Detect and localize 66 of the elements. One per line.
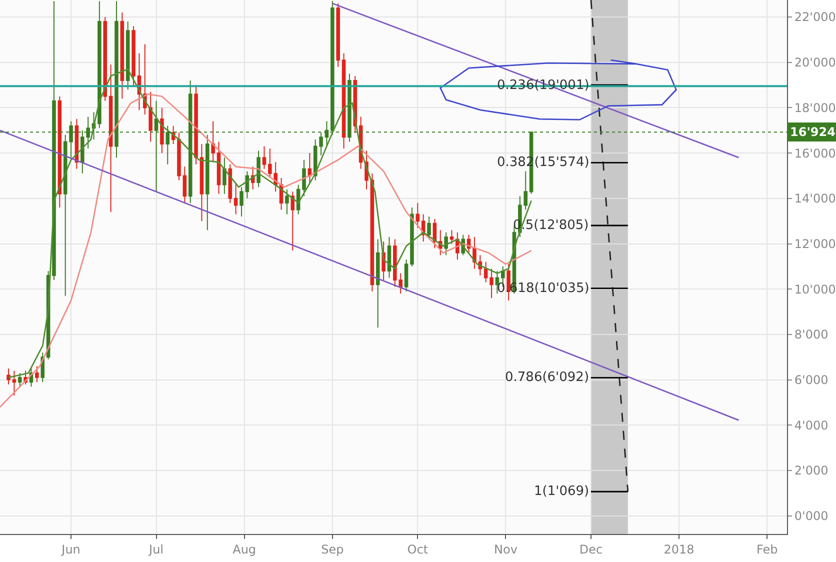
candlestick: [108, 64, 113, 213]
y-tick-label: 14'000: [794, 192, 836, 206]
candlestick: [228, 164, 232, 204]
candlestick: [12, 370, 16, 396]
candlestick: [216, 141, 221, 194]
x-tick-label: 2018: [664, 542, 694, 556]
y-tick-label: 16'000: [794, 146, 836, 160]
candlestick: [234, 182, 238, 215]
candlestick: [336, 2, 340, 68]
x-tick-label: Feb: [756, 542, 778, 556]
x-tick-label: Sep: [321, 542, 344, 556]
candlestick: [444, 232, 448, 256]
candlestick: [177, 132, 181, 181]
y-tick-label: 0'000: [794, 509, 828, 524]
x-tick-label: Jun: [60, 542, 80, 556]
candlestick: [194, 84, 198, 165]
candlestick: [200, 143, 204, 222]
line-series: [440, 59, 677, 120]
y-tick-label: 12'000: [794, 236, 836, 251]
candlestick: [126, 21, 130, 90]
candlestick: [222, 157, 226, 194]
candlestick: [376, 238, 380, 328]
candlestick: [160, 107, 164, 154]
candlestick: [302, 159, 306, 197]
candlestick: [35, 366, 39, 383]
y-tick-label: 8'000: [794, 328, 828, 342]
y-tick-label: 10'000: [794, 282, 836, 296]
candlestick: [211, 120, 215, 163]
candlestick: [245, 170, 250, 199]
candlestick: [240, 186, 244, 218]
candlestick: [148, 91, 152, 142]
x-tick-label: Nov: [494, 542, 518, 556]
y-tick-label: 2'000: [794, 464, 828, 478]
candlestick: [484, 261, 488, 283]
candlestick: [120, 12, 124, 100]
candlestick: [6, 368, 10, 385]
candlestick: [416, 202, 420, 228]
x-tick-label: Jul: [148, 542, 164, 556]
x-tick-label: Oct: [407, 542, 428, 556]
candlestick: [387, 236, 392, 278]
y-tick-label: 4'000: [794, 418, 828, 432]
candlestick: [472, 236, 476, 270]
ref-line-label: 16'924: [790, 125, 836, 139]
y-tick-label: 18'000: [794, 100, 836, 115]
candlestick: [182, 166, 187, 204]
candlestick: [103, 16, 108, 102]
candlestick: [132, 26, 136, 86]
candlestick: [285, 188, 289, 215]
y-tick-label: 6'000: [794, 373, 828, 388]
candlestick: [18, 372, 22, 388]
x-tick-label: Aug: [232, 542, 256, 556]
candlestick: [290, 191, 295, 252]
annotation: 0.786(6'092): [505, 370, 590, 385]
candlestick: [262, 146, 266, 170]
candlestick: [63, 134, 68, 296]
candlestick: [490, 268, 494, 299]
candlestick: [410, 206, 414, 267]
y-tick-label: 20'000: [794, 56, 836, 70]
candlestick: [308, 152, 312, 184]
candlestick: [450, 230, 454, 244]
x-tick-label: Dec: [579, 542, 603, 556]
candlestick: [98, 0, 102, 129]
candlestick: [206, 134, 210, 231]
annotation: 1(1'069): [534, 484, 590, 499]
candlestick: [404, 259, 408, 292]
y-tick-label: 22'000: [794, 10, 836, 24]
